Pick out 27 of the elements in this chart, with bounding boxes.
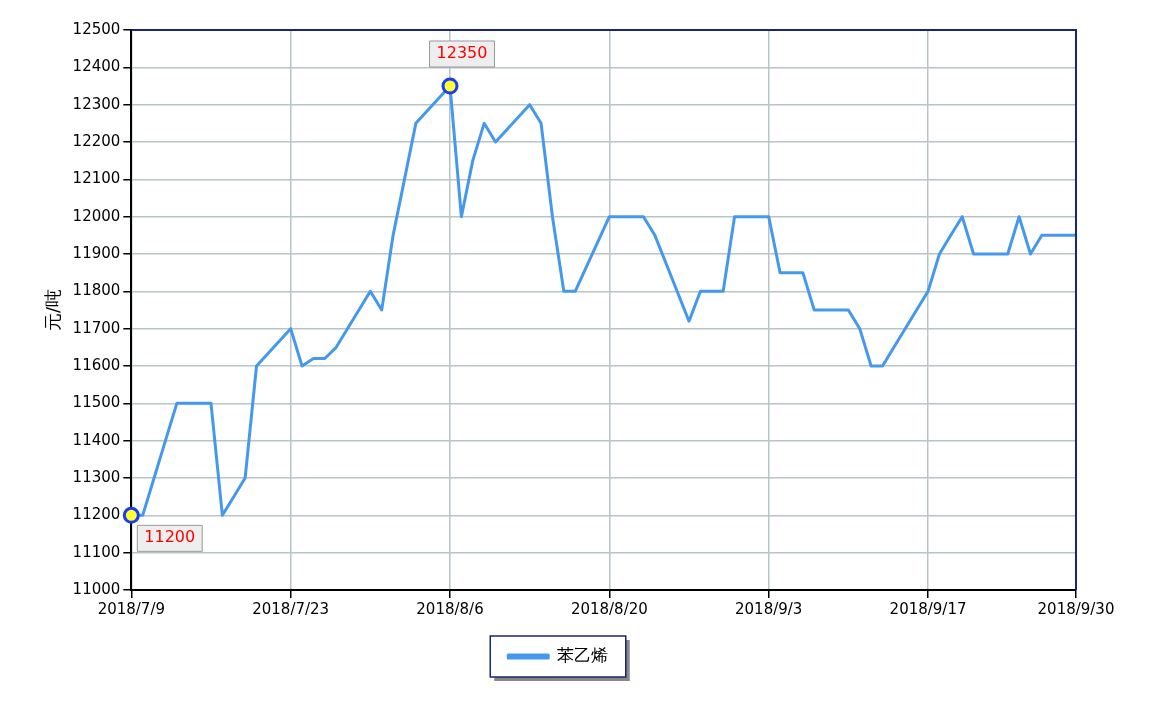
y-tick-label: 12000 bbox=[72, 206, 121, 225]
y-tick-label: 12400 bbox=[72, 57, 121, 76]
x-tick-label: 2018/9/3 bbox=[735, 599, 803, 618]
y-tick-label: 11500 bbox=[72, 393, 121, 412]
x-tick-label: 2018/7/9 bbox=[97, 599, 165, 618]
x-tick-label: 2018/8/6 bbox=[416, 599, 484, 618]
annotation: 11200 bbox=[144, 527, 196, 547]
y-axis-title: 元/吨 bbox=[42, 288, 64, 332]
annotation: 12350 bbox=[436, 43, 488, 63]
y-tick-label: 12100 bbox=[72, 169, 121, 188]
y-tick-label: 12500 bbox=[72, 19, 121, 38]
y-tick-label: 11800 bbox=[72, 281, 121, 300]
x-tick-label: 2018/9/30 bbox=[1037, 599, 1115, 618]
legend-label: 苯乙烯 bbox=[556, 644, 608, 665]
y-tick-label: 11300 bbox=[72, 467, 121, 486]
y-tick-label: 11400 bbox=[72, 430, 121, 449]
y-tick-label: 11700 bbox=[72, 318, 121, 337]
x-tick-label: 2018/9/17 bbox=[889, 599, 967, 618]
y-tick-label: 12300 bbox=[72, 94, 121, 113]
y-tick-label: 11000 bbox=[72, 579, 121, 598]
y-tick-label: 12200 bbox=[72, 131, 121, 150]
y-tick-label: 11900 bbox=[72, 243, 121, 262]
x-tick-label: 2018/8/20 bbox=[570, 599, 648, 618]
x-tick-label: 2018/7/23 bbox=[252, 599, 330, 618]
y-tick-label: 11100 bbox=[72, 542, 121, 561]
y-tick-label: 11200 bbox=[72, 505, 121, 524]
y-tick-label: 11600 bbox=[72, 355, 121, 374]
